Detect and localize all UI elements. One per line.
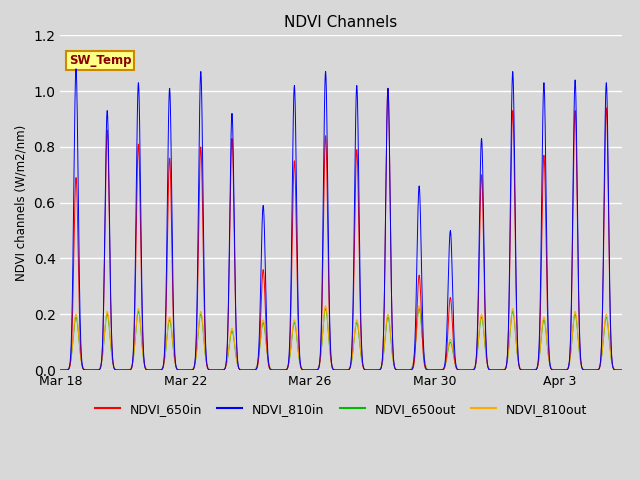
Title: NDVI Channels: NDVI Channels	[284, 15, 397, 30]
Text: SW_Temp: SW_Temp	[69, 54, 131, 67]
Y-axis label: NDVI channels (W/m2/nm): NDVI channels (W/m2/nm)	[15, 124, 28, 281]
Legend: NDVI_650in, NDVI_810in, NDVI_650out, NDVI_810out: NDVI_650in, NDVI_810in, NDVI_650out, NDV…	[90, 397, 593, 420]
